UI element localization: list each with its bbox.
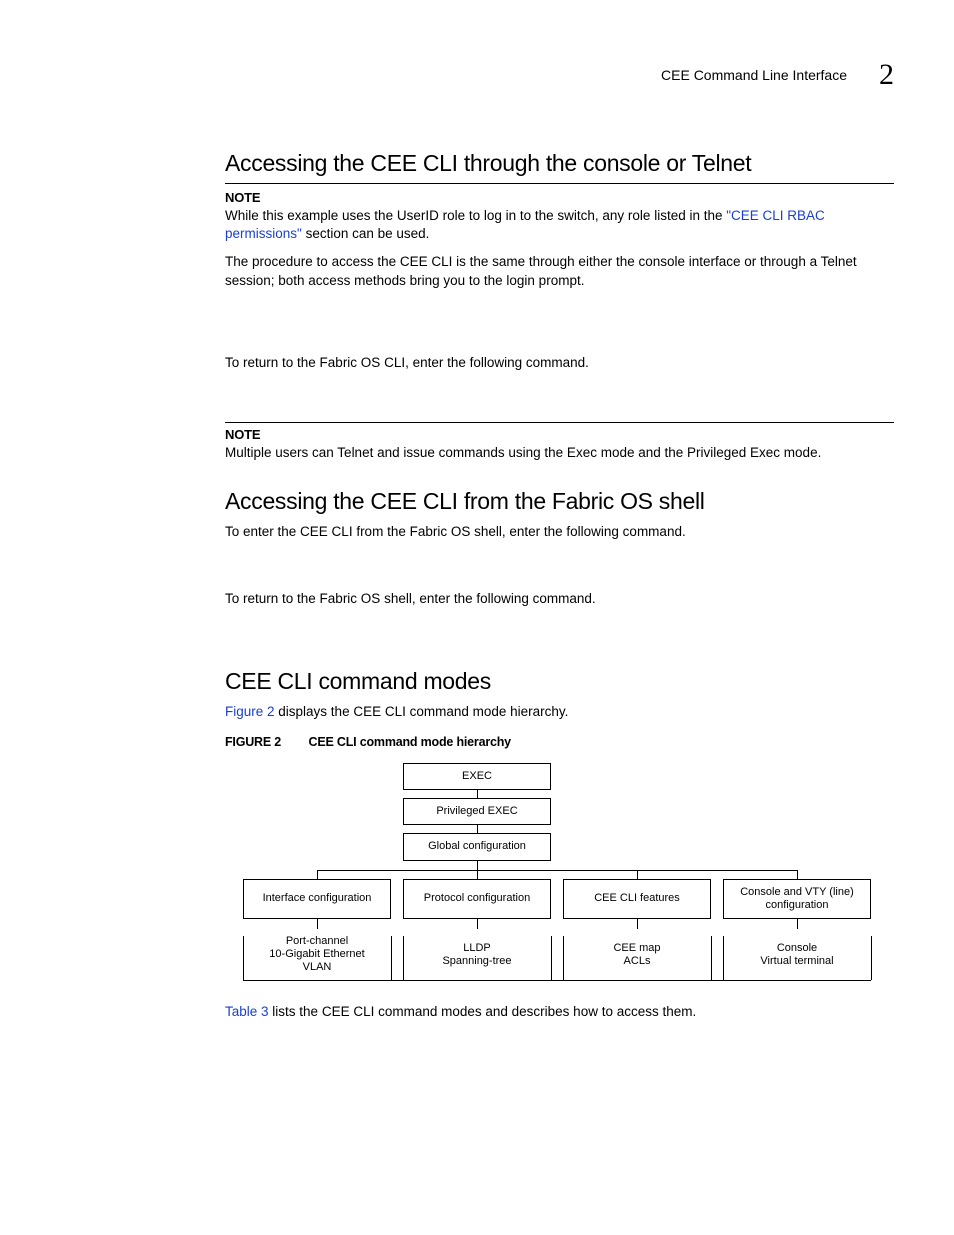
node-interface-children: Port-channel 10-Gigabit Ethernet VLAN	[243, 929, 391, 981]
blank-space	[225, 304, 894, 354]
node-global-config: Global configuration	[403, 833, 551, 860]
body-paragraph: To return to the Fabric OS CLI, enter th…	[225, 354, 894, 372]
node-protocol-children: LLDP Spanning-tree	[403, 929, 551, 981]
body-paragraph: The procedure to access the CEE CLI is t…	[225, 253, 894, 289]
leaf: VLAN	[303, 961, 332, 974]
leaf: 10-Gigabit Ethernet	[269, 948, 364, 961]
body-paragraph: To enter the CEE CLI from the Fabric OS …	[225, 523, 894, 541]
section-heading-fabric-os: Accessing the CEE CLI from the Fabric OS…	[225, 488, 894, 515]
node-console-vty-label: Console and VTY (line) configuration	[728, 886, 866, 912]
leaf: Virtual terminal	[760, 955, 833, 968]
figure-2-link[interactable]: Figure 2	[225, 704, 275, 719]
running-header: CEE Command Line Interface 2	[60, 58, 894, 92]
node-protocol-config: Protocol configuration	[403, 879, 551, 919]
hierarchy-diagram: EXEC Privileged EXEC Global configuratio…	[243, 763, 894, 982]
node-cee-children: CEE map ACLs	[563, 929, 711, 981]
page: CEE Command Line Interface 2 Accessing t…	[0, 0, 954, 1235]
node-priv-exec: Privileged EXEC	[403, 798, 551, 825]
section-heading-console-telnet: Accessing the CEE CLI through the consol…	[225, 150, 894, 177]
leaf: CEE map	[613, 942, 660, 955]
note-text: Multiple users can Telnet and issue comm…	[225, 444, 894, 462]
blank-space	[225, 622, 894, 668]
note-rule	[225, 422, 894, 423]
note-text-pre: While this example uses the UserID role …	[225, 208, 726, 223]
leaf: LLDP	[463, 942, 491, 955]
section-heading-command-modes: CEE CLI command modes	[225, 668, 894, 695]
figure-caption: FIGURE 2 CEE CLI command mode hierarchy	[225, 735, 894, 749]
note-label: NOTE	[225, 427, 894, 442]
node-console-children: Console Virtual terminal	[723, 929, 871, 981]
body-paragraph: Table 3 lists the CEE CLI command modes …	[225, 1003, 894, 1021]
leaf: Spanning-tree	[442, 955, 511, 968]
connector-row	[243, 919, 894, 929]
heading-rule	[225, 183, 894, 184]
connector-row	[243, 861, 894, 879]
intro-rest: displays the CEE CLI command mode hierar…	[275, 704, 569, 719]
node-console-vty-config: Console and VTY (line) configuration	[723, 879, 871, 919]
node-interface-config: Interface configuration	[243, 879, 391, 919]
figure-title: CEE CLI command mode hierarchy	[309, 735, 511, 749]
note-text-post: section can be used.	[302, 226, 430, 241]
connector	[477, 825, 478, 833]
connector	[477, 790, 478, 798]
leaf: Port-channel	[286, 935, 348, 948]
note-block: NOTE While this example uses the UserID …	[225, 190, 894, 243]
blank-space	[225, 556, 894, 590]
chapter-number: 2	[879, 58, 894, 92]
level5-row: Port-channel 10-Gigabit Ethernet VLAN LL…	[243, 929, 894, 981]
leaf: ACLs	[624, 955, 651, 968]
node-exec: EXEC	[403, 763, 551, 790]
table-3-link[interactable]: Table 3	[225, 1004, 269, 1019]
note-block: NOTE Multiple users can Telnet and issue…	[225, 427, 894, 462]
running-title: CEE Command Line Interface	[661, 67, 847, 83]
level4-row: Interface configuration Protocol configu…	[243, 879, 894, 919]
leaf: Console	[777, 942, 817, 955]
figure-label: FIGURE 2	[225, 735, 281, 749]
note-label: NOTE	[225, 190, 894, 205]
note-text: While this example uses the UserID role …	[225, 207, 894, 243]
body-paragraph: Figure 2 displays the CEE CLI command mo…	[225, 703, 894, 721]
body-paragraph: To return to the Fabric OS shell, enter …	[225, 590, 894, 608]
outro-rest: lists the CEE CLI command modes and desc…	[269, 1004, 697, 1019]
blank-space	[225, 386, 894, 422]
node-cee-features: CEE CLI features	[563, 879, 711, 919]
content-column: Accessing the CEE CLI through the consol…	[225, 150, 894, 1022]
